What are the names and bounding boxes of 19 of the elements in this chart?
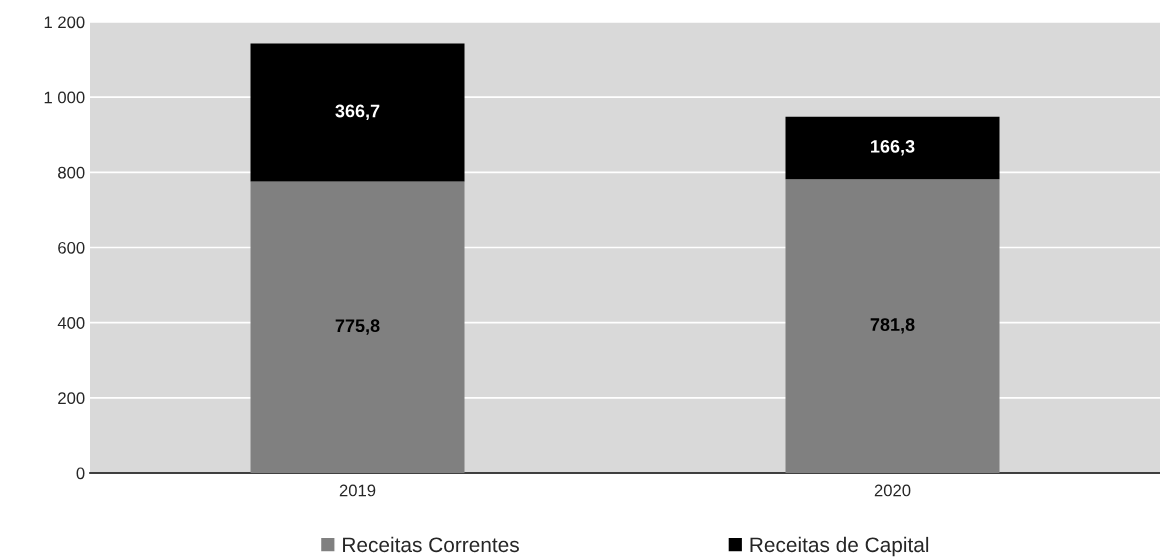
x-tick-label: 2019 xyxy=(339,484,376,497)
x-tick-label: 2020 xyxy=(874,484,911,497)
y-tick-label: 600 xyxy=(58,241,85,254)
legend-label: Receitas Correntes xyxy=(343,536,519,553)
data-label: 781,8 xyxy=(870,318,915,334)
bar xyxy=(250,181,465,474)
y-tick-label: 800 xyxy=(58,166,85,179)
data-label: 166,3 xyxy=(871,139,915,156)
data-label: 366,7 xyxy=(335,104,380,120)
y-tick-label: 400 xyxy=(57,317,85,329)
bar xyxy=(785,116,1000,180)
y-tick-label: 1 200 xyxy=(44,16,85,29)
y-tick-label: 1 000 xyxy=(44,91,85,104)
data-label: 775,8 xyxy=(335,319,380,335)
legend-label: Receitas de Capital xyxy=(750,536,929,557)
y-tick-label: 0 xyxy=(76,467,85,480)
bar xyxy=(785,179,1000,474)
y-tick-label: 200 xyxy=(58,392,85,405)
bar xyxy=(250,43,465,182)
